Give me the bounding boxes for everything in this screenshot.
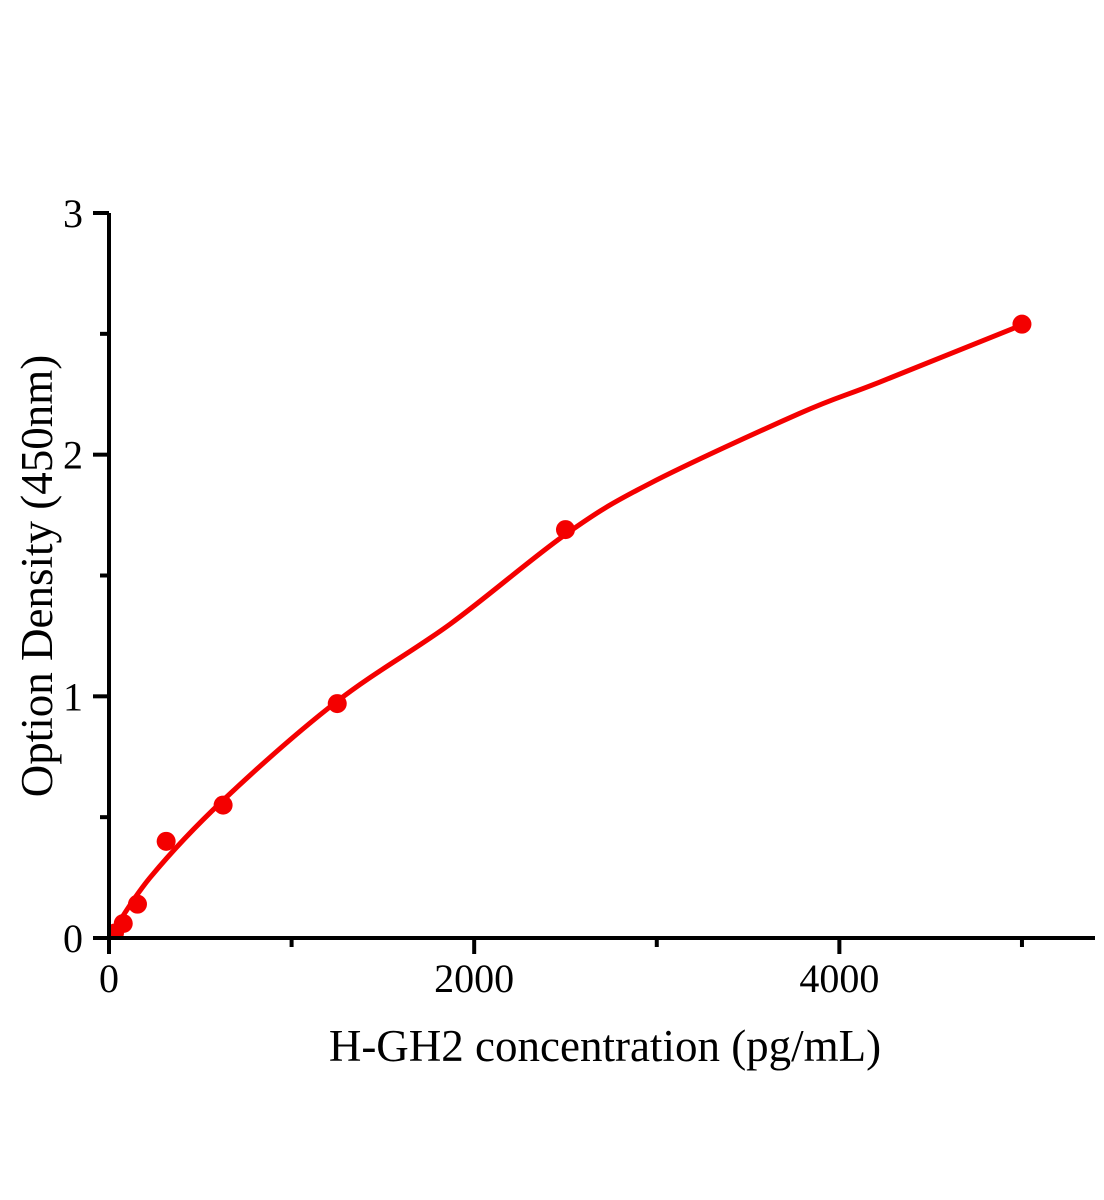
y-axis-title: Option Density (450nm) — [12, 355, 62, 797]
y-tick-label: 3 — [63, 191, 83, 236]
data-point — [156, 831, 176, 851]
data-point — [213, 795, 233, 815]
fit-curve — [109, 321, 1027, 938]
plot-area — [109, 314, 1032, 938]
data-point — [1012, 314, 1032, 334]
data-point — [113, 914, 133, 933]
y-tick-label: 0 — [63, 916, 83, 961]
x-tick-label: 0 — [99, 956, 119, 1001]
x-tick-label: 2000 — [434, 956, 514, 1001]
axes: 0 2000 4000 0 1 2 3 — [63, 191, 1095, 1001]
data-point — [555, 520, 575, 540]
x-tick-label: 4000 — [799, 956, 879, 1001]
data-point — [327, 694, 347, 714]
data-point — [127, 894, 147, 914]
x-axis-title: H-GH2 concentration (pg/mL) — [329, 1021, 881, 1071]
y-tick-label: 2 — [63, 433, 83, 478]
y-tick-label: 1 — [63, 674, 83, 719]
